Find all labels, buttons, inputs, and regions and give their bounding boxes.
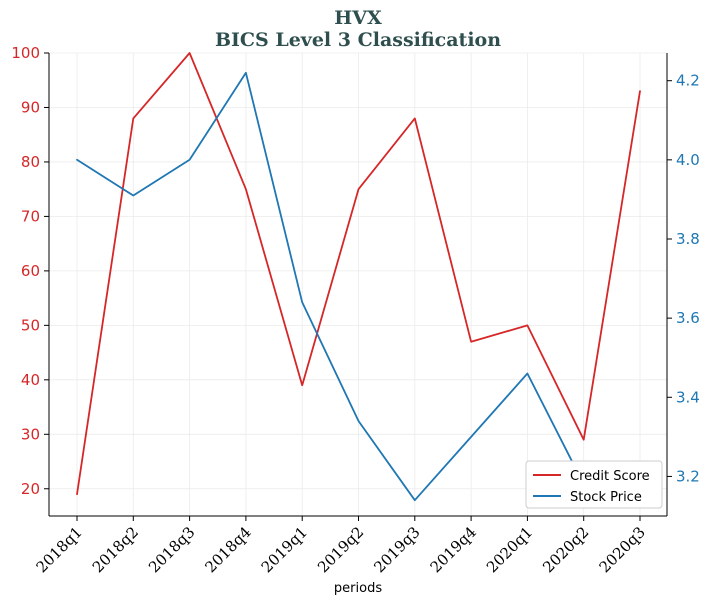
y-left-tick-label: 80 bbox=[21, 153, 40, 171]
y-left-tick-label: 70 bbox=[21, 207, 40, 225]
y-left-tick-label: 30 bbox=[21, 425, 40, 443]
x-tick-label: 2018q3 bbox=[145, 523, 198, 576]
chart-title: HVX bbox=[334, 7, 382, 29]
x-tick-label: 2020q2 bbox=[539, 523, 592, 576]
y-left-tick-label: 50 bbox=[21, 316, 40, 334]
x-axis-label: periods bbox=[334, 581, 382, 596]
y-left-tick-label: 100 bbox=[11, 44, 40, 62]
axes bbox=[48, 53, 668, 517]
y-right-tick-label: 4.2 bbox=[676, 72, 700, 90]
x-tick-label: 2019q4 bbox=[427, 523, 480, 576]
series-line-credit-score bbox=[76, 52, 641, 496]
x-tick-label: 2020q3 bbox=[596, 523, 649, 576]
y-right-tick-label: 3.2 bbox=[676, 467, 700, 485]
y-right-tick-label: 3.6 bbox=[676, 309, 700, 327]
y-right-tick-label: 4.0 bbox=[676, 151, 700, 169]
y-right-tick-label: 3.8 bbox=[676, 230, 700, 248]
x-tick-label: 2019q3 bbox=[370, 523, 423, 576]
plot-area bbox=[76, 52, 641, 502]
chart-subtitle: BICS Level 3 Classification bbox=[215, 29, 501, 51]
series-line-stock-price bbox=[76, 71, 641, 502]
legend-label-stock-price: Stock Price bbox=[570, 490, 642, 505]
x-tick-label: 2019q1 bbox=[258, 523, 311, 576]
grid bbox=[49, 52, 667, 516]
x-tick-label: 2020q1 bbox=[483, 523, 536, 576]
x-tick-label: 2018q2 bbox=[89, 523, 142, 576]
legend-label-credit-score: Credit Score bbox=[570, 469, 650, 484]
y-left-tick-label: 40 bbox=[21, 371, 40, 389]
y-left-tick-label: 20 bbox=[21, 480, 40, 498]
x-tick-label: 2018q4 bbox=[201, 523, 254, 576]
y-left-tick-label: 60 bbox=[21, 262, 40, 280]
legend: Credit Score Stock Price bbox=[525, 460, 663, 509]
y-right-tick-label: 3.4 bbox=[676, 388, 700, 406]
x-tick-label: 2018q1 bbox=[33, 523, 86, 576]
y-left-tick-label: 90 bbox=[21, 98, 40, 116]
x-tick-label: 2019q2 bbox=[314, 523, 367, 576]
